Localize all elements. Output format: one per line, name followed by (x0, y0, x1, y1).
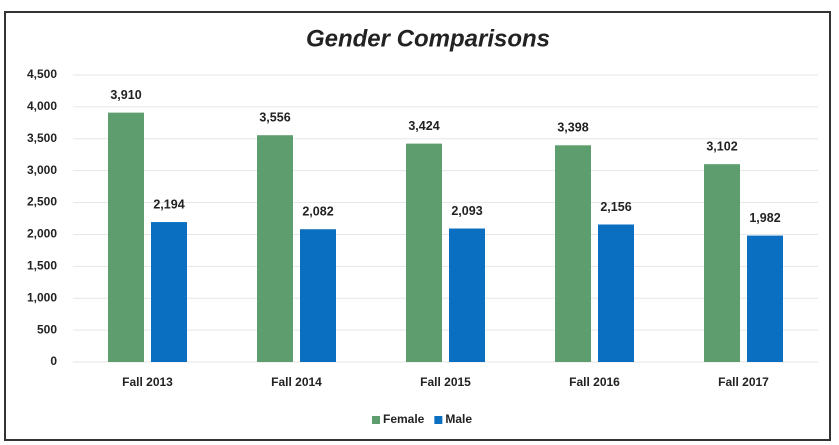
x-tick-label: Fall 2014 (271, 375, 322, 389)
value-label: 2,082 (302, 205, 333, 219)
bar (704, 164, 740, 362)
bar (108, 112, 144, 362)
legend-label: Female (383, 412, 425, 426)
x-tick-label: Fall 2015 (420, 375, 471, 389)
y-tick-label: 2,500 (27, 195, 57, 209)
legend-swatch (434, 416, 443, 424)
value-label: 3,102 (706, 139, 737, 153)
legend-label: Male (445, 412, 472, 426)
bar (555, 145, 591, 362)
y-tick-label: 1,500 (27, 259, 57, 273)
bar (300, 229, 336, 362)
chart-title: Gender Comparisons (306, 25, 550, 52)
bar (257, 135, 293, 362)
y-tick-label: 1,000 (27, 290, 57, 304)
value-label: 2,093 (451, 204, 482, 218)
value-label: 3,424 (408, 119, 439, 133)
value-label: 2,156 (600, 200, 631, 214)
y-tick-label: 3,500 (27, 131, 57, 145)
bar (598, 224, 634, 362)
x-tick-label: Fall 2016 (569, 375, 620, 389)
x-tick-label: Fall 2017 (718, 375, 769, 389)
y-tick-label: 4,500 (27, 67, 57, 81)
value-label: 3,556 (259, 111, 290, 125)
value-label: 2,194 (153, 197, 184, 211)
value-label: 1,982 (749, 211, 780, 225)
bar (151, 222, 187, 362)
value-label: 3,398 (557, 121, 588, 135)
legend-swatch (372, 416, 380, 424)
y-tick-label: 4,000 (27, 99, 57, 113)
y-tick-label: 500 (37, 322, 57, 336)
x-tick-label: Fall 2013 (122, 375, 173, 389)
bar (406, 143, 442, 362)
y-tick-label: 3,000 (27, 163, 57, 177)
y-tick-label: 0 (50, 354, 57, 368)
bar (449, 228, 485, 362)
value-label: 3,910 (110, 88, 141, 102)
bar (747, 235, 783, 362)
y-tick-label: 2,000 (27, 227, 57, 241)
